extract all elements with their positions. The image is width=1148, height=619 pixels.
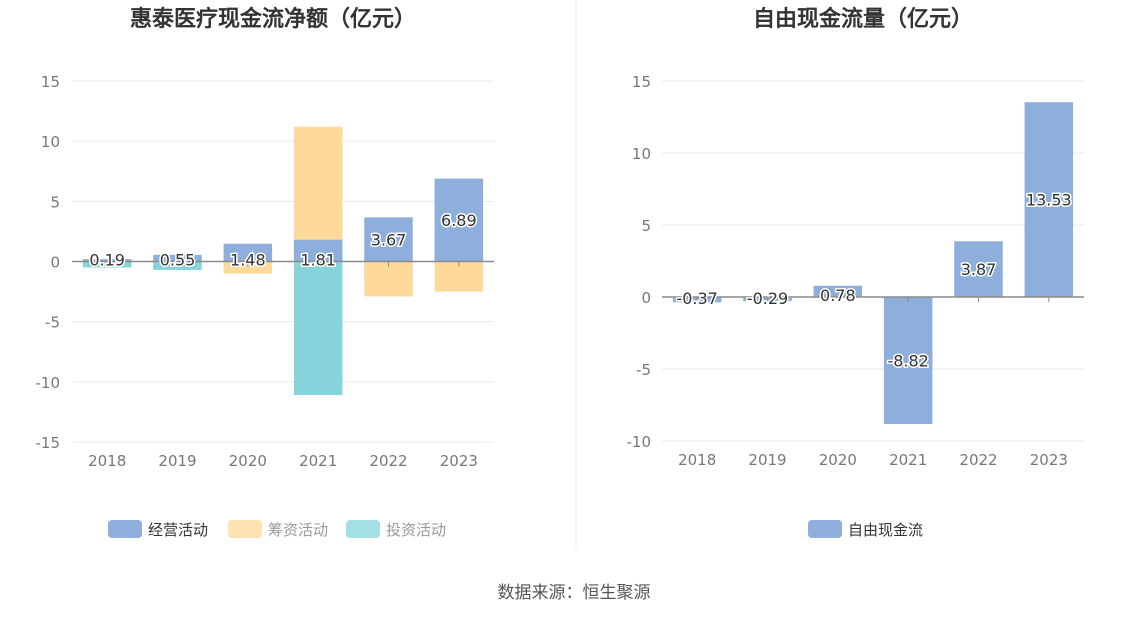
chart1-legend-swatch [108, 520, 142, 538]
chart1-legend-swatch [228, 520, 262, 538]
chart2-x-tick-label: 2020 [819, 451, 857, 469]
chart1-data-label: 3.67 [371, 230, 407, 249]
chart2-data-label: 13.53 [1026, 191, 1072, 210]
chart1-bar-筹资活动-2020 [223, 261, 273, 274]
chart1-x-tick-label: 2023 [440, 452, 478, 470]
chart2-bar-自由现金流-2021 [883, 297, 933, 425]
chart2-legend-swatch [808, 520, 842, 538]
chart1-x-tick-label: 2022 [369, 452, 407, 470]
chart2-y-tick-label: -5 [636, 361, 651, 379]
charts-canvas: 惠泰医疗现金流净额（亿元） 15 10 5 0 -5 -10 -15 2018 2019 2020 2… [36, 0, 1084, 550]
chart1-data-label: 0.19 [89, 251, 125, 270]
chart2-y-tick-label: -10 [627, 433, 652, 451]
chart1-y-tick-label: 10 [41, 133, 60, 151]
chart2-data-label: -0.29 [747, 289, 788, 308]
chart1-y-tick-label: 15 [41, 73, 60, 91]
chart1-bar-经营活动-2020 [223, 243, 273, 262]
chart2-y-tick-label: 5 [641, 217, 651, 235]
chart1-bar-投资活动-2021 [293, 261, 343, 396]
chart1-y-tick-label: 0 [50, 254, 60, 272]
chart1-bar-经营活动-2019 [153, 254, 202, 262]
chart1-x-tick-label: 2018 [88, 452, 126, 470]
chart2-x-tick-label: 2021 [889, 451, 927, 469]
chart2-bar-自由现金流-2023 [1024, 102, 1074, 297]
chart1-data-label: 6.89 [441, 211, 477, 230]
chart1-x-tick-label: 2020 [229, 452, 267, 470]
chart1-y-tick-label: 5 [50, 193, 60, 211]
chart1-y-tick-label: -10 [36, 374, 61, 392]
chart1-legend-swatch [346, 520, 380, 538]
chart2-legend-label: 自由现金流 [848, 521, 923, 539]
chart1-legend-label: 投资活动 [386, 521, 446, 539]
chart2-data-label: 3.87 [961, 260, 997, 279]
chart1-title: 惠泰医疗现金流净额（亿元） [130, 6, 416, 32]
chart1-bar-筹资活动-2023 [434, 261, 484, 292]
chart2-x-tick-label: 2022 [959, 451, 997, 469]
chart1-bar-筹资活动-2021 [293, 126, 343, 262]
chart1-bar-经营活动-2018 [82, 259, 132, 262]
chart1-bar-经营活动-2023 [434, 178, 484, 262]
chart1-x-tick-label: 2019 [158, 452, 196, 470]
chart2-x-tick-label: 2019 [748, 451, 786, 469]
chart1-bar-经营活动-2021 [293, 239, 343, 262]
data-source-note: 数据来源：恒生聚源 [497, 583, 651, 603]
chart2-y-tick-label: 10 [632, 145, 651, 163]
chart2-data-label: 0.78 [820, 286, 856, 305]
chart1-data-label: 1.81 [300, 251, 336, 270]
chart2-bar-自由现金流-2020 [813, 285, 863, 297]
chart1-x-tick-label: 2021 [299, 452, 337, 470]
chart2-bar-自由现金流-2022 [954, 241, 1003, 297]
chart2-y-tick-label: 0 [641, 289, 651, 307]
chart1-legend-label: 筹资活动 [268, 521, 328, 539]
chart2-y-tick-label: 15 [632, 73, 651, 91]
chart1-data-label: 1.48 [230, 251, 266, 270]
chart1-data-label: 0.55 [160, 251, 196, 270]
chart2-x-tick-label: 2018 [678, 451, 716, 469]
chart2-title: 自由现金流量（亿元） [753, 6, 973, 32]
chart2-x-tick-label: 2023 [1030, 451, 1068, 469]
chart2-data-label: -0.37 [676, 289, 717, 308]
chart2-data-label: -8.82 [887, 352, 928, 371]
chart1-bar-筹资活动-2022 [364, 261, 413, 297]
chart1-y-tick-label: -15 [36, 434, 61, 452]
chart1-bar-经营活动-2022 [364, 217, 413, 262]
chart1-y-tick-label: -5 [45, 314, 60, 332]
chart1-legend-label: 经营活动 [148, 521, 208, 539]
